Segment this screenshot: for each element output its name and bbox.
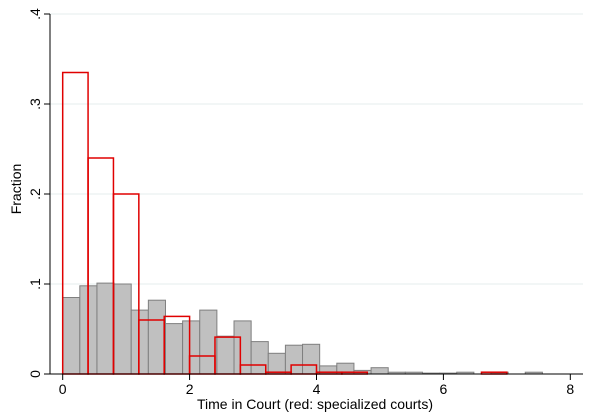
y-tick-label: .2 bbox=[27, 188, 43, 200]
y-axis-label: Fraction bbox=[8, 164, 24, 215]
x-tick-label: 8 bbox=[566, 381, 574, 397]
gray-bar-12 bbox=[267, 352, 286, 375]
gray-bar-9 bbox=[216, 335, 235, 375]
y-tick-label: 0 bbox=[27, 370, 43, 378]
x-axis-label: Time in Court (red: specialized courts) bbox=[197, 396, 433, 412]
x-axis-ticks: 0 2 4 6 8 bbox=[59, 374, 574, 397]
y-tick-label: .1 bbox=[27, 278, 43, 290]
gray-bar-10 bbox=[233, 320, 252, 375]
x-tick-label: 4 bbox=[313, 381, 321, 397]
x-tick-label: 0 bbox=[59, 381, 67, 397]
gray-bar-13 bbox=[284, 344, 304, 375]
gray-bar-0 bbox=[62, 297, 81, 375]
y-tick-label: .4 bbox=[27, 8, 43, 20]
gray-bar-6 bbox=[164, 323, 184, 375]
gray-bar-3 bbox=[113, 283, 132, 375]
gray-bar-5 bbox=[147, 299, 166, 375]
x-tick-label: 2 bbox=[186, 381, 194, 397]
gray-bar-2 bbox=[96, 282, 115, 375]
gray-bar-18 bbox=[370, 367, 389, 375]
gray-bar-7 bbox=[182, 320, 201, 375]
y-axis-ticks: 0 .1 .2 .3 .4 bbox=[27, 8, 50, 378]
x-tick-label: 6 bbox=[440, 381, 448, 397]
y-tick-label: .3 bbox=[27, 98, 43, 110]
